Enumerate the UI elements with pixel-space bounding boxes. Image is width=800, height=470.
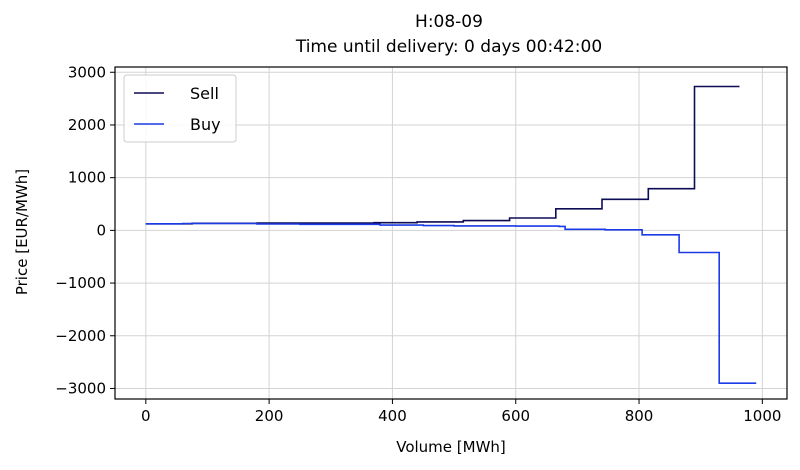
legend: Sell Buy <box>123 74 237 143</box>
x-tick-label: 0 <box>141 407 151 425</box>
y-tick-label: −2000 <box>55 327 106 345</box>
y-tick-label: −3000 <box>55 379 106 397</box>
axis-ticks: 0 200 400 600 800 1000 −3000 −2000 −1000 0 1000 200… <box>55 63 781 425</box>
x-tick-label: 400 <box>378 407 407 425</box>
y-tick-label: 3000 <box>68 63 106 81</box>
chart-title-group: H:08-09 Time until delivery: 0 days 00:4… <box>295 12 602 57</box>
x-tick-label: 600 <box>501 407 530 425</box>
chart-title: H:08-09 <box>415 12 483 32</box>
legend-box <box>123 74 237 143</box>
y-tick-label: 1000 <box>68 169 106 187</box>
legend-label-sell: Sell <box>190 84 219 103</box>
x-tick-label: 200 <box>255 407 284 425</box>
plot-series <box>145 85 757 384</box>
x-tick-label: 1000 <box>743 407 781 425</box>
y-tick-label: 0 <box>96 221 106 239</box>
y-tick-label: −1000 <box>55 274 106 292</box>
y-axis-label: Price [EUR/MWh] <box>13 169 31 295</box>
chart-subtitle: Time until delivery: 0 days 00:42:00 <box>295 37 602 57</box>
y-tick-label: 2000 <box>68 116 106 134</box>
x-axis-label: Volume [MWh] <box>396 438 506 456</box>
plot-frame <box>114 66 788 400</box>
legend-label-buy: Buy <box>190 115 221 134</box>
x-tick-label: 800 <box>625 407 654 425</box>
series-line-buy <box>145 222 757 384</box>
